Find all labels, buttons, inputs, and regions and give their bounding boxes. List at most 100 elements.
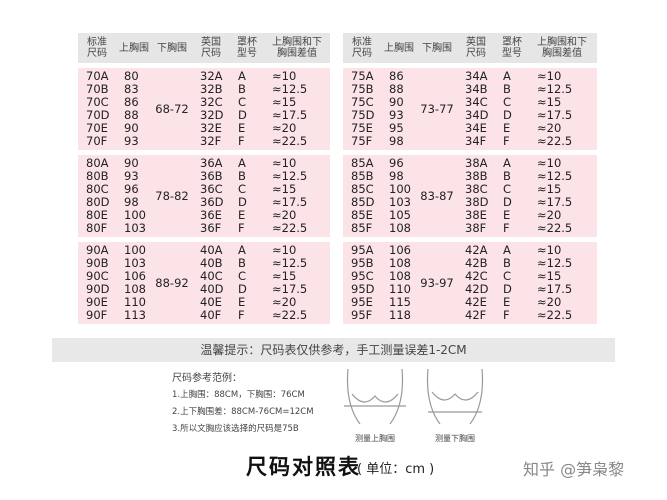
- example-line: 1.上胸围：88CM，下胸围：76CM: [172, 390, 305, 400]
- cell: 42C: [465, 269, 488, 283]
- cell: 86: [124, 95, 139, 109]
- header-cell: 下胸围: [157, 42, 187, 54]
- cell: 100: [124, 208, 146, 222]
- example: 尺码参考范例： 1.上胸围：88CM，下胸围：76CM 2.上下胸围差：88CM…: [172, 370, 314, 438]
- cell: ≈12.5: [537, 256, 573, 270]
- cell: 110: [124, 295, 146, 309]
- size-group: 83-87 85A 96 38A A ≈10 85B 98 38B B ≈12.5 85C 100 38C…: [343, 155, 597, 237]
- cell: D: [238, 282, 247, 296]
- size-group: 68-72 70A 80 32A A ≈10 70B 83 32B B ≈12.5 70C 86 32C C…: [78, 68, 330, 150]
- cell: 93: [124, 169, 139, 183]
- cell: 32A: [200, 69, 223, 83]
- cell: ≈10: [537, 69, 562, 83]
- under-bust: 78-82: [155, 188, 189, 203]
- cell: 70A: [86, 69, 109, 83]
- cell: 70F: [86, 134, 108, 148]
- cell: 40B: [200, 256, 223, 270]
- cell: ≈20: [537, 121, 562, 135]
- cell: 106: [389, 243, 411, 257]
- cell: 93: [124, 134, 139, 148]
- header-cell: 上胸围和下 胸围差值: [537, 37, 587, 59]
- cell: 80B: [86, 169, 109, 183]
- title: 尺码对照表: [246, 455, 361, 479]
- cell: 98: [389, 169, 404, 183]
- cell: 40D: [200, 282, 224, 296]
- cell: 38D: [465, 195, 489, 209]
- cell: 108: [389, 256, 411, 270]
- cell: 95E: [351, 295, 373, 309]
- cell: 95F: [351, 308, 373, 322]
- cell: 108: [389, 221, 411, 235]
- figure-drawing: [344, 368, 406, 425]
- cell: 75B: [351, 82, 374, 96]
- cell: C: [238, 95, 247, 109]
- example-title: 尺码参考范例：: [172, 373, 242, 384]
- notice: 温馨提示：尺码表仅供参考，手工测量误差1-2CM: [52, 338, 615, 362]
- cell: 90C: [86, 269, 109, 283]
- cell: 86: [389, 69, 404, 83]
- cell: 95C: [351, 269, 374, 283]
- cell: B: [503, 256, 511, 270]
- cell: 95D: [351, 282, 375, 296]
- cell: 34C: [465, 95, 488, 109]
- cell: ≈22.5: [537, 134, 573, 148]
- cell: 90: [124, 121, 139, 135]
- cell: 85C: [351, 182, 374, 196]
- under-bust: 68-72: [155, 101, 189, 116]
- cell: ≈17.5: [272, 282, 308, 296]
- cell: ≈12.5: [272, 256, 308, 270]
- header-cell: 下胸围: [422, 42, 452, 54]
- cell: E: [503, 208, 511, 222]
- cell: 90A: [86, 243, 109, 257]
- under-bust: 88-92: [155, 275, 189, 290]
- cell: 38A: [465, 156, 488, 170]
- cell: D: [503, 195, 512, 209]
- cell: 103: [124, 221, 146, 235]
- cell: 36D: [200, 195, 224, 209]
- cell: 34E: [465, 121, 487, 135]
- cell: 36E: [200, 208, 222, 222]
- cell: 95: [389, 121, 404, 135]
- cell: ≈15: [272, 182, 297, 196]
- cell: 38C: [465, 182, 488, 196]
- cell: F: [238, 308, 245, 322]
- cell: C: [503, 95, 512, 109]
- cell: 42E: [465, 295, 487, 309]
- cell: 40C: [200, 269, 223, 283]
- cell: 80F: [86, 221, 108, 235]
- cell: 108: [124, 282, 146, 296]
- cell: 32F: [200, 134, 222, 148]
- cell: 40F: [200, 308, 222, 322]
- cell: B: [503, 82, 511, 96]
- cell: 100: [389, 182, 411, 196]
- cell: F: [238, 134, 245, 148]
- cell: 90: [124, 156, 139, 170]
- cell: F: [503, 221, 510, 235]
- cell: ≈15: [537, 182, 562, 196]
- cell: 70D: [86, 108, 110, 122]
- cell: E: [503, 295, 511, 309]
- cell: 75D: [351, 108, 375, 122]
- cell: A: [238, 156, 246, 170]
- cell: 75F: [351, 134, 373, 148]
- cell: A: [238, 243, 246, 257]
- cell: A: [503, 243, 511, 257]
- cell: ≈17.5: [537, 282, 573, 296]
- cell: A: [503, 69, 511, 83]
- cell: 95A: [351, 243, 374, 257]
- cell: B: [503, 169, 511, 183]
- cell: ≈20: [537, 208, 562, 222]
- cell: B: [238, 82, 246, 96]
- cell: ≈10: [537, 243, 562, 257]
- cell: 42D: [465, 282, 489, 296]
- cell: 90: [389, 95, 404, 109]
- cell: A: [503, 156, 511, 170]
- cell: 36C: [200, 182, 223, 196]
- cell: E: [503, 121, 511, 135]
- cell: ≈12.5: [537, 169, 573, 183]
- figure-drawing: [426, 368, 484, 425]
- size-group: 73-77 75A 86 34A A ≈10 75B 88 34B B ≈12.5 75C 90 34C C…: [343, 68, 597, 150]
- cell: ≈10: [272, 69, 297, 83]
- size-group: 88-92 90A 100 40A A ≈10 90B 103 40B B ≈12.5 90C 106 4…: [78, 242, 330, 324]
- cell: ≈22.5: [272, 134, 308, 148]
